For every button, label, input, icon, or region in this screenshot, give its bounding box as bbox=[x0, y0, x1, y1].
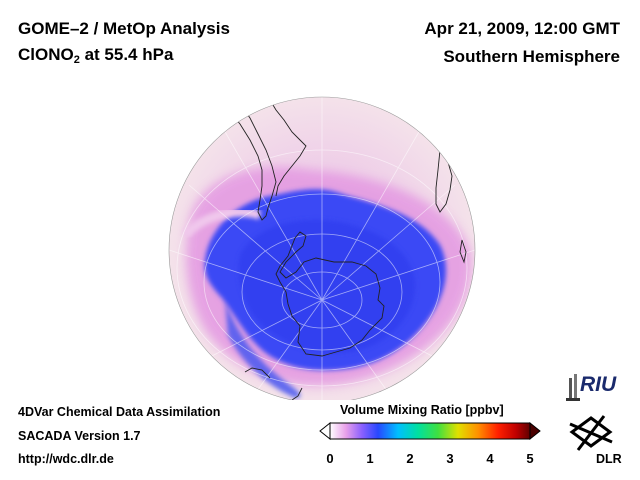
colorbar-tick-4: 4 bbox=[486, 451, 494, 466]
coastlines bbox=[229, 97, 467, 400]
colorbar-title: Volume Mixing Ratio [ppbv] bbox=[340, 403, 504, 417]
colorbar-tick-1: 1 bbox=[366, 451, 374, 466]
colorbar-tick-5: 5 bbox=[526, 451, 534, 466]
south-america-coast bbox=[229, 97, 277, 221]
colorbar bbox=[319, 421, 541, 441]
footer-line-2: SACADA Version 1.7 bbox=[18, 429, 141, 443]
riu-logo-text: RIU bbox=[580, 373, 617, 396]
colorbar-max-arrow bbox=[529, 421, 541, 441]
dlr-logo-icon bbox=[569, 415, 613, 451]
south-america-east-coast bbox=[269, 99, 307, 197]
colorbar-tick-3: 3 bbox=[446, 451, 454, 466]
footer-line-1: 4DVar Chemical Data Assimilation bbox=[18, 405, 221, 419]
globe-map bbox=[168, 96, 476, 400]
graticule bbox=[169, 97, 475, 400]
title-species: ClONO2 at 55.4 hPa bbox=[18, 45, 174, 66]
colorbar-tick-0: 0 bbox=[326, 451, 334, 466]
hemisphere-label: Southern Hemisphere bbox=[443, 47, 620, 66]
nz-coast bbox=[291, 387, 303, 400]
pink-filament bbox=[181, 207, 262, 239]
footer-url: http://wdc.dlr.de bbox=[18, 452, 114, 466]
blue-tongue bbox=[225, 300, 301, 398]
colorbar-tick-2: 2 bbox=[406, 451, 414, 466]
title-line-1: GOME–2 / MetOp Analysis bbox=[18, 19, 230, 38]
dlr-logo-text: DLR bbox=[596, 452, 622, 466]
colorbar-min-arrow bbox=[319, 421, 331, 441]
antarctica-coast bbox=[275, 231, 385, 357]
madagascar-coast bbox=[459, 239, 467, 264]
globe-outline bbox=[168, 96, 476, 400]
africa-coast bbox=[435, 148, 453, 213]
riu-logo-icon bbox=[566, 374, 580, 401]
australia-coast bbox=[244, 367, 271, 379]
date-label: Apr 21, 2009, 12:00 GMT bbox=[424, 19, 620, 38]
colorbar-gradient bbox=[329, 422, 531, 440]
